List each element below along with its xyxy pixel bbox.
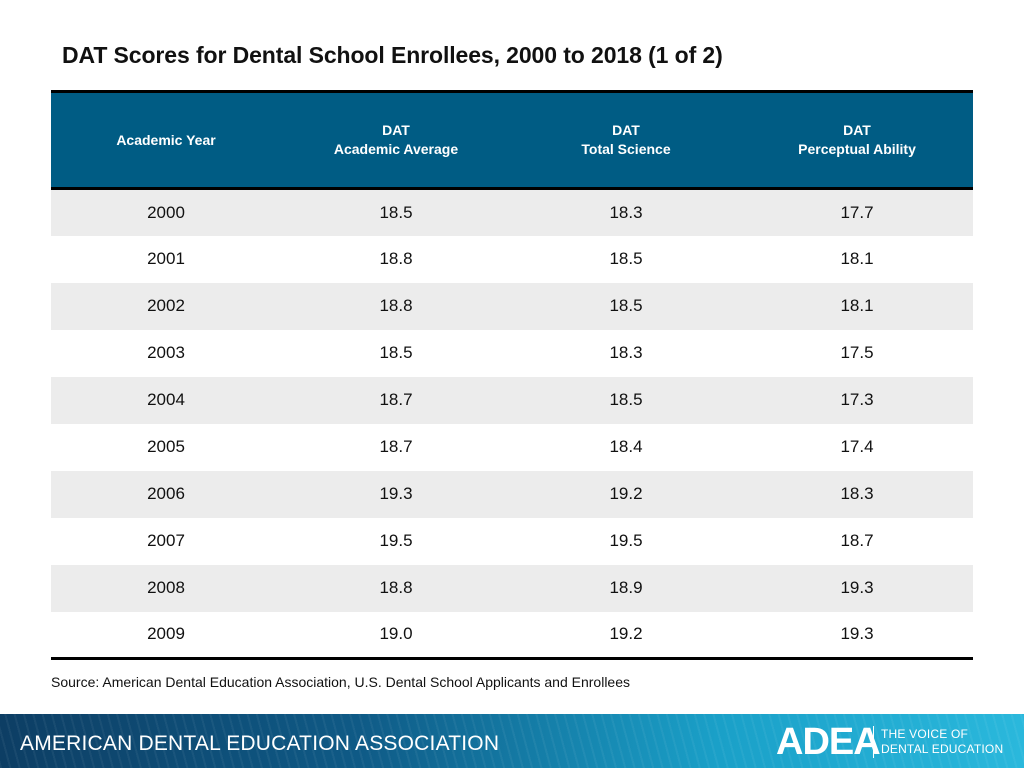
cell-academic-average: 18.7 bbox=[379, 390, 413, 409]
header-academic-year: Academic Year bbox=[51, 92, 281, 189]
header-academic-average: DAT Academic Average bbox=[281, 92, 511, 189]
cell-total-science: 18.5 bbox=[609, 390, 643, 409]
cell-academic-average: 19.3 bbox=[379, 484, 413, 503]
table-row: 2000 18.5 18.3 17.7 bbox=[51, 188, 973, 236]
data-table-container: Academic Year DAT Academic Average DAT T… bbox=[51, 90, 973, 660]
header-label-line2: Academic Average bbox=[333, 141, 459, 157]
cell-academic-average: 18.8 bbox=[379, 296, 413, 315]
header-label-line1: DAT bbox=[843, 122, 871, 138]
cell-year: 2009 bbox=[147, 624, 185, 644]
dat-scores-table: Academic Year DAT Academic Average DAT T… bbox=[51, 90, 973, 660]
tagline-line1: THE VOICE OF bbox=[881, 727, 969, 741]
cell-academic-average: 19.5 bbox=[379, 531, 413, 550]
organization-name: AMERICAN DENTAL EDUCATION ASSOCIATION bbox=[20, 732, 500, 755]
table-row: 2006 19.3 19.2 18.3 bbox=[51, 470, 973, 518]
cell-academic-average: 18.7 bbox=[379, 437, 413, 456]
page-title: DAT Scores for Dental School Enrollees, … bbox=[62, 42, 723, 68]
cell-year: 2005 bbox=[147, 437, 185, 456]
cell-perceptual-ability: 18.1 bbox=[840, 249, 874, 268]
cell-academic-average: 18.5 bbox=[379, 202, 413, 222]
header-label-line1: DAT bbox=[382, 122, 410, 138]
adea-logo: ADEA bbox=[776, 721, 881, 763]
footer-banner: AMERICAN DENTAL EDUCATION ASSOCIATION AD… bbox=[0, 714, 1024, 768]
cell-perceptual-ability: 17.4 bbox=[840, 437, 874, 456]
header-label-line2: Total Science bbox=[581, 141, 671, 157]
table-row: 2007 19.5 19.5 18.7 bbox=[51, 517, 973, 565]
cell-perceptual-ability: 18.3 bbox=[840, 484, 874, 503]
header-row: Academic Year DAT Academic Average DAT T… bbox=[51, 91, 973, 189]
cell-total-science: 18.3 bbox=[609, 202, 643, 222]
cell-total-science: 19.2 bbox=[609, 624, 643, 644]
table-row: 2004 18.7 18.5 17.3 bbox=[51, 376, 973, 424]
cell-year: 2006 bbox=[147, 484, 185, 503]
cell-perceptual-ability: 18.7 bbox=[840, 531, 874, 550]
logo-divider bbox=[873, 726, 874, 758]
cell-perceptual-ability: 18.1 bbox=[840, 296, 874, 315]
table-row: 2005 18.7 18.4 17.4 bbox=[51, 423, 973, 471]
cell-academic-average: 18.8 bbox=[379, 249, 413, 268]
cell-academic-average: 19.0 bbox=[379, 624, 413, 644]
cell-total-science: 18.3 bbox=[609, 343, 643, 362]
cell-total-science: 18.4 bbox=[609, 437, 643, 456]
cell-perceptual-ability: 17.7 bbox=[840, 202, 874, 222]
table-row: 2008 18.8 18.9 19.3 bbox=[51, 564, 973, 612]
cell-academic-average: 18.5 bbox=[379, 343, 413, 362]
cell-perceptual-ability: 19.3 bbox=[840, 578, 874, 597]
tagline: THE VOICE OF DENTAL EDUCATION bbox=[881, 727, 1003, 757]
cell-total-science: 18.9 bbox=[609, 578, 643, 597]
cell-academic-average: 18.8 bbox=[379, 578, 413, 597]
cell-year: 2004 bbox=[147, 390, 185, 409]
header-perceptual-ability: DAT Perceptual Ability bbox=[741, 92, 973, 189]
table-row: 2003 18.5 18.3 17.5 bbox=[51, 329, 973, 377]
table-header: Academic Year DAT Academic Average DAT T… bbox=[51, 91, 973, 189]
table-row: 2002 18.8 18.5 18.1 bbox=[51, 282, 973, 330]
cell-total-science: 19.2 bbox=[609, 484, 643, 503]
cell-year: 2001 bbox=[147, 249, 185, 268]
table-row: 2009 19.0 19.2 19.3 bbox=[51, 611, 973, 659]
cell-year: 2007 bbox=[147, 531, 185, 550]
cell-year: 2008 bbox=[147, 578, 185, 597]
cell-total-science: 18.5 bbox=[609, 249, 643, 268]
cell-perceptual-ability: 17.5 bbox=[840, 343, 874, 362]
table-body: 2000 18.5 18.3 17.7 2001 18.8 18.5 18.1 … bbox=[51, 188, 973, 659]
cell-year: 2002 bbox=[147, 296, 185, 315]
header-total-science: DAT Total Science bbox=[511, 92, 741, 189]
header-label-line2: Perceptual Ability bbox=[798, 141, 916, 157]
cell-year: 2000 bbox=[147, 202, 185, 222]
tagline-line2: DENTAL EDUCATION bbox=[881, 742, 1004, 756]
table-row: 2001 18.8 18.5 18.1 bbox=[51, 235, 973, 283]
source-note: Source: American Dental Education Associ… bbox=[51, 674, 630, 690]
header-label-line1: DAT bbox=[612, 122, 640, 138]
cell-total-science: 18.5 bbox=[609, 296, 643, 315]
header-label: Academic Year bbox=[116, 131, 216, 148]
cell-total-science: 19.5 bbox=[609, 531, 643, 550]
cell-year: 2003 bbox=[147, 343, 185, 362]
cell-perceptual-ability: 19.3 bbox=[840, 624, 874, 644]
cell-perceptual-ability: 17.3 bbox=[840, 390, 874, 409]
